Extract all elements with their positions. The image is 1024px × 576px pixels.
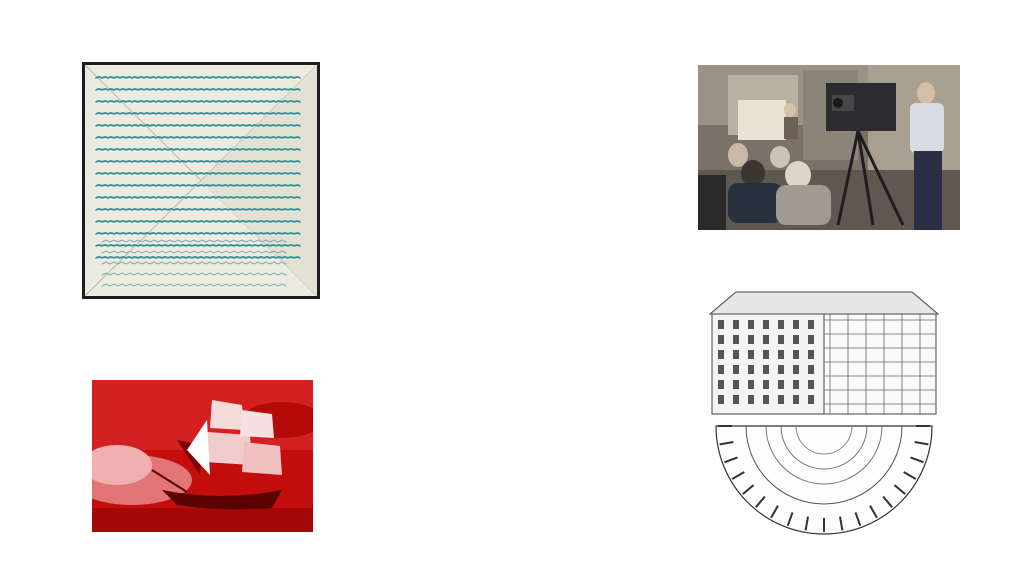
handwritten-letter-image	[82, 62, 320, 299]
panopticon-drawing	[706, 286, 942, 536]
tv-studio-photo	[698, 65, 960, 230]
sailing-ship-photo	[92, 380, 313, 532]
